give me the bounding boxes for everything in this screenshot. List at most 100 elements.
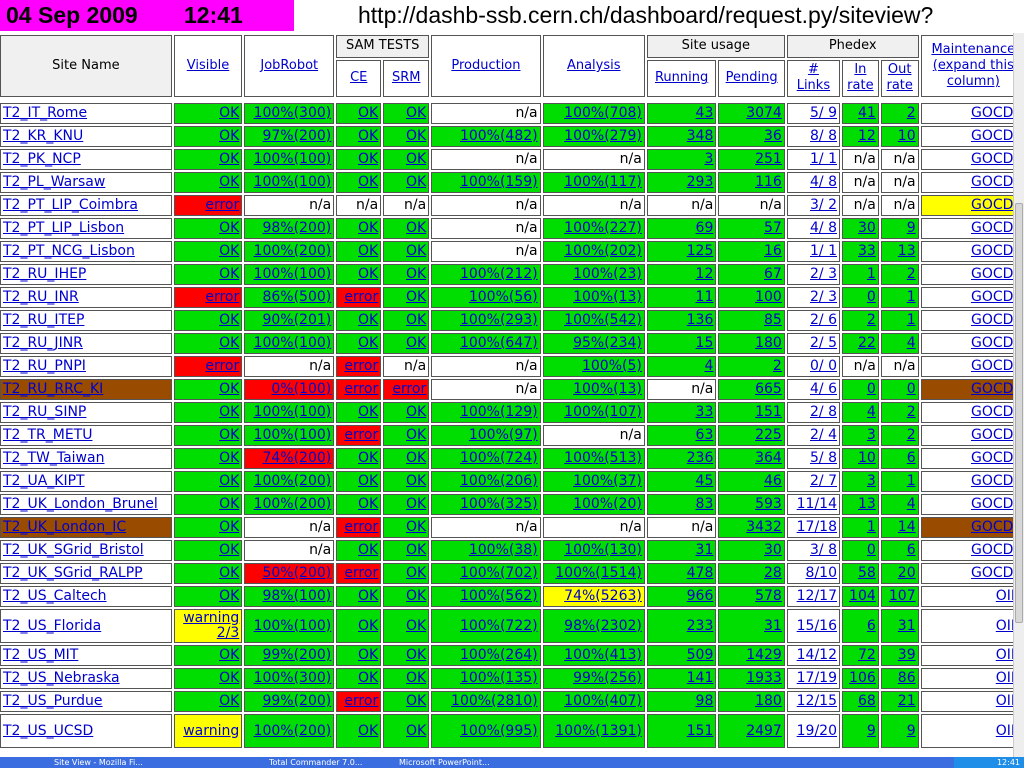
header-production[interactable]: Production [431, 35, 541, 97]
jobrobot-value[interactable]: 99%(200) [262, 693, 332, 709]
running-value[interactable]: 478 [686, 565, 714, 581]
running-value[interactable]: 11 [695, 289, 714, 305]
jobrobot-cell[interactable]: 100%(300) [244, 103, 335, 124]
phedex-links-value[interactable]: 2/ 5 [810, 335, 837, 351]
maintenance-cell[interactable]: OIM [920, 586, 1013, 607]
visible-value[interactable]: warning [183, 722, 240, 739]
sam-ce-cell[interactable]: OK [336, 494, 382, 515]
pending-value[interactable]: 2 [772, 358, 782, 374]
phedex-links-value[interactable]: 5/ 9 [810, 105, 837, 121]
site-name-link[interactable]: T2_UK_SGrid_Bristol [3, 542, 144, 558]
sam-srm-value[interactable]: OK [406, 473, 427, 489]
running-cell[interactable]: 43 [646, 103, 717, 124]
analysis-value[interactable]: 100%(279) [564, 128, 642, 144]
visible-cell[interactable]: OK [173, 103, 243, 124]
production-cell[interactable]: 100%(97) [431, 425, 541, 446]
maintenance-cell[interactable]: GOCDB [920, 517, 1013, 538]
analysis-cell[interactable]: 100%(708) [542, 103, 645, 124]
phedex-links-value[interactable]: 5/ 8 [810, 450, 837, 466]
header-running[interactable]: Running [646, 59, 717, 97]
sam-ce-value[interactable]: OK [358, 588, 379, 604]
analysis-value[interactable]: 95%(234) [573, 335, 642, 351]
jobrobot-value[interactable]: 74%(200) [262, 450, 332, 466]
pending-cell[interactable]: 116 [718, 172, 785, 193]
running-cell[interactable]: 293 [646, 172, 717, 193]
phedex-in-rate-value[interactable]: 12 [857, 128, 876, 144]
running-value[interactable]: 15 [695, 335, 714, 351]
pending-value[interactable]: 57 [764, 220, 782, 236]
jobrobot-cell[interactable]: 100%(100) [244, 333, 335, 354]
phedex-in-rate-cell[interactable]: 68 [841, 691, 879, 712]
phedex-out-rate-cell[interactable]: 2 [880, 103, 919, 124]
sam-ce-value[interactable]: OK [358, 450, 379, 466]
maintenance-cell[interactable]: GOCDB [920, 425, 1013, 446]
production-value[interactable]: 100%(325) [459, 496, 538, 512]
running-cell[interactable]: 478 [646, 563, 717, 584]
analysis-cell[interactable]: 100%(117) [542, 172, 645, 193]
maintenance-value[interactable]: OIM [995, 693, 1013, 709]
phedex-links-value[interactable]: 11/14 [796, 496, 837, 512]
site-name-link[interactable]: T2_RU_INR [3, 289, 79, 305]
analysis-value[interactable]: 99%(256) [573, 670, 642, 686]
production-value[interactable]: 100%(206) [459, 473, 538, 489]
phedex-links-cell[interactable]: 2/ 5 [786, 333, 840, 354]
header-in-rate[interactable]: In rate [841, 59, 879, 97]
phedex-out-rate-cell[interactable]: 9 [880, 714, 919, 748]
running-value[interactable]: 509 [686, 647, 714, 663]
phedex-links-value[interactable]: 4/ 6 [810, 381, 837, 397]
sam-srm-value[interactable]: OK [406, 565, 427, 581]
sam-srm-value[interactable]: error [392, 381, 427, 397]
maintenance-value[interactable]: OIM [995, 588, 1013, 604]
jobrobot-value[interactable]: 99%(200) [262, 647, 332, 663]
visible-value[interactable]: error [205, 289, 240, 305]
site-name-cell[interactable]: T2_UK_SGrid_RALPP [0, 563, 172, 584]
sam-ce-cell[interactable]: OK [336, 149, 382, 170]
phedex-links-cell[interactable]: 4/ 8 [786, 218, 840, 239]
site-name-cell[interactable]: T2_RU_RRC_KI [0, 379, 172, 400]
visible-value[interactable]: OK [219, 450, 240, 466]
maintenance-value[interactable]: GOCDB [970, 335, 1013, 351]
phedex-links-cell[interactable]: 17/18 [786, 517, 840, 538]
sam-ce-cell[interactable]: error [336, 425, 382, 446]
site-name-link[interactable]: T2_US_Florida [3, 617, 102, 634]
maintenance-value[interactable]: OIM [995, 617, 1013, 634]
visible-cell[interactable]: OK [173, 310, 243, 331]
production-cell[interactable]: 100%(135) [431, 668, 541, 689]
running-cell[interactable]: 966 [646, 586, 717, 607]
visible-value[interactable]: error [205, 358, 240, 374]
maintenance-cell[interactable]: GOCDB [920, 356, 1013, 377]
phedex-in-rate-value[interactable]: 1 [866, 266, 876, 282]
running-value[interactable]: 966 [686, 588, 714, 604]
sam-srm-value[interactable]: OK [406, 105, 427, 121]
visible-cell[interactable]: OK [173, 218, 243, 239]
production-cell[interactable]: 100%(264) [431, 645, 541, 666]
maintenance-value[interactable]: GOCDB [970, 358, 1013, 374]
sam-ce-cell[interactable]: error [336, 691, 382, 712]
sam-ce-value[interactable]: OK [358, 312, 379, 328]
phedex-in-rate-cell[interactable]: 6 [841, 609, 879, 643]
jobrobot-value[interactable]: 90%(201) [262, 312, 332, 328]
analysis-cell[interactable]: 100%(5) [542, 356, 645, 377]
sam-srm-cell[interactable]: OK [383, 586, 430, 607]
phedex-in-rate-cell[interactable]: 22 [841, 333, 879, 354]
phedex-in-rate-value[interactable]: 2 [866, 312, 876, 328]
phedex-in-rate-cell[interactable]: 33 [841, 241, 879, 262]
sam-ce-value[interactable]: OK [358, 243, 379, 259]
pending-value[interactable]: 665 [755, 381, 782, 397]
jobrobot-cell[interactable]: 90%(201) [244, 310, 335, 331]
phedex-links-cell[interactable]: 11/14 [786, 494, 840, 515]
site-name-link[interactable]: T2_RU_JINR [3, 335, 83, 351]
sam-ce-value[interactable]: OK [358, 647, 379, 663]
maintenance-cell[interactable]: GOCDB [920, 149, 1013, 170]
sam-ce-value[interactable]: OK [358, 617, 379, 634]
sam-srm-cell[interactable]: OK [383, 691, 430, 712]
sam-ce-value[interactable]: OK [358, 128, 379, 144]
analysis-cell[interactable]: 98%(2302) [542, 609, 645, 643]
maintenance-cell[interactable]: GOCDB [920, 218, 1013, 239]
phedex-out-rate-cell[interactable]: 9 [880, 218, 919, 239]
sam-ce-cell[interactable]: OK [336, 471, 382, 492]
phedex-out-rate-value[interactable]: 4 [906, 335, 916, 351]
sam-ce-cell[interactable]: error [336, 379, 382, 400]
jobrobot-value[interactable]: 100%(100) [253, 266, 332, 282]
visible-cell[interactable]: OK [173, 540, 243, 561]
